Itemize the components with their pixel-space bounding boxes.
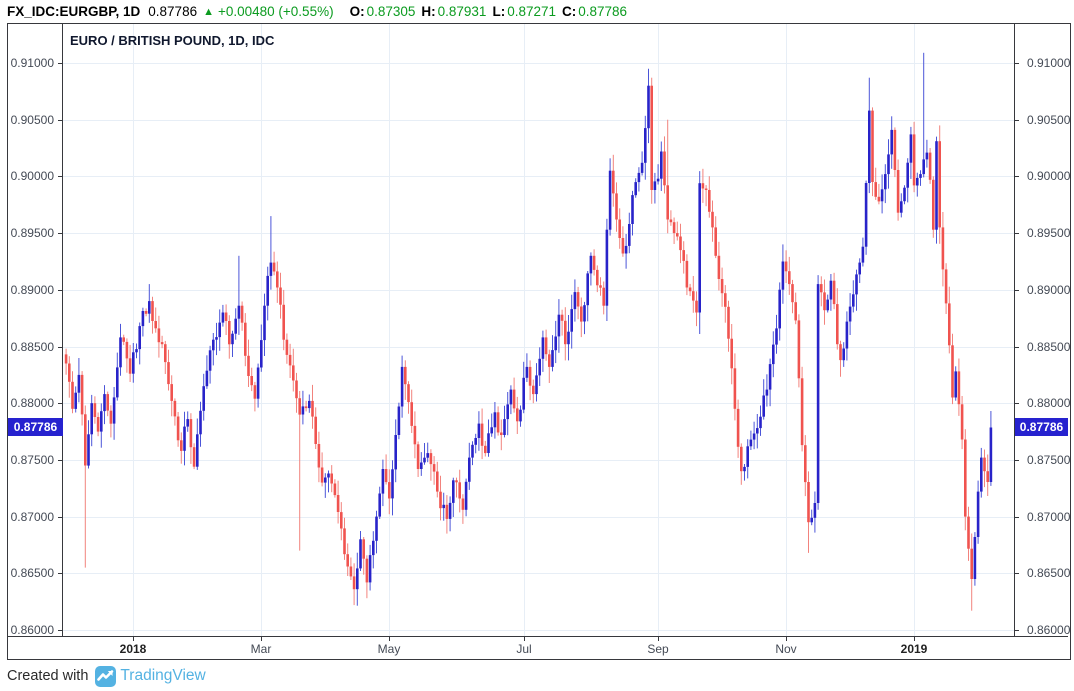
y-axis-label: 0.90500 <box>10 113 54 127</box>
chart-plot-area[interactable]: EURO / BRITISH POUND, 1D, IDC <box>63 24 1014 636</box>
price-axis-left[interactable]: 0.91000 0.90500 0.90000 0.89500 0.89000 0.885… <box>8 24 63 637</box>
last-price-badge: 0.87786 <box>1015 418 1068 436</box>
y-axis-label: 0.88500 <box>10 340 54 354</box>
y-axis-tick <box>1015 517 1019 518</box>
y-axis-tick <box>58 290 62 291</box>
y-axis-tick <box>58 403 62 404</box>
y-axis-label: 0.86000 <box>10 623 54 637</box>
price-axis-right[interactable]: 0.91000 0.90500 0.90000 0.89500 0.89000 0.885… <box>1015 24 1071 637</box>
y-axis-label: 0.86000 <box>1027 623 1071 637</box>
y-axis-label: 0.87500 <box>1027 453 1071 467</box>
y-axis-tick <box>1015 290 1019 291</box>
y-axis-tick <box>1015 63 1019 64</box>
y-axis-label: 0.90000 <box>1027 169 1071 183</box>
y-axis-tick <box>58 517 62 518</box>
low-label: L: <box>492 4 506 19</box>
close-value: 0.87786 <box>578 4 628 19</box>
x-axis-label: Mar <box>250 642 272 656</box>
close-label: C: <box>562 4 577 19</box>
last-price: 0.87786 <box>148 4 198 19</box>
y-axis-tick <box>58 120 62 121</box>
y-axis-label: 0.89000 <box>10 283 54 297</box>
y-axis-tick <box>1015 233 1019 234</box>
ohlc-info-bar: FX_IDC:EURGBP, 1D 0.87786 ▲ +0.00480 (+0… <box>7 2 627 21</box>
x-axis-label: 2019 <box>900 642 928 656</box>
high-label: H: <box>421 4 436 19</box>
y-axis-label: 0.90500 <box>1027 113 1071 127</box>
high-value: 0.87931 <box>437 4 487 19</box>
x-axis-tick <box>133 636 134 641</box>
tradingview-brand-link[interactable]: TradingView <box>120 667 206 684</box>
y-axis-tick <box>58 347 62 348</box>
candlestick-canvas[interactable] <box>63 24 1014 636</box>
y-axis-label: 0.87500 <box>10 453 54 467</box>
y-axis-tick <box>58 176 62 177</box>
y-axis-tick <box>1015 630 1019 631</box>
y-axis-tick <box>1015 176 1019 177</box>
y-axis-tick <box>1015 573 1019 574</box>
change-up-arrow-icon: ▲ <box>203 5 214 18</box>
x-axis-label: Sep <box>647 642 669 656</box>
chart-frame: 0.91000 0.90500 0.90000 0.89500 0.89000 0.885… <box>7 23 1071 660</box>
y-axis-tick <box>1015 347 1019 348</box>
y-axis-label: 0.91000 <box>10 56 54 70</box>
y-axis-label: 0.89000 <box>1027 283 1071 297</box>
open-label: O: <box>349 4 365 19</box>
y-axis-tick <box>1015 120 1019 121</box>
open-value: 0.87305 <box>366 4 416 19</box>
x-axis-tick <box>914 636 915 641</box>
chart-title: EURO / BRITISH POUND, 1D, IDC <box>70 33 275 48</box>
x-axis-label: Nov <box>775 642 797 656</box>
y-axis-tick <box>58 63 62 64</box>
symbol-text: FX_IDC:EURGBP, 1D <box>7 4 141 19</box>
created-with-text: Created with <box>7 668 89 684</box>
x-axis-tick <box>658 636 659 641</box>
axis-separator-right <box>1014 24 1015 636</box>
x-axis-tick <box>786 636 787 641</box>
y-axis-tick <box>1015 403 1019 404</box>
x-axis-label: 2018 <box>119 642 147 656</box>
y-axis-label: 0.91000 <box>1027 56 1071 70</box>
y-axis-tick <box>1015 460 1019 461</box>
y-axis-tick <box>58 460 62 461</box>
y-axis-label: 0.86500 <box>1027 566 1071 580</box>
x-axis-tick <box>389 636 390 641</box>
y-axis-label: 0.88500 <box>1027 340 1071 354</box>
x-axis-tick <box>261 636 262 641</box>
tradingview-logo-icon[interactable] <box>95 665 117 687</box>
y-axis-label: 0.89500 <box>1027 226 1071 240</box>
x-axis-tick <box>524 636 525 641</box>
axis-separator-left <box>62 24 63 636</box>
y-axis-tick <box>58 233 62 234</box>
change-text: +0.00480 (+0.55%) <box>217 4 334 19</box>
y-axis-label: 0.90000 <box>10 169 54 183</box>
y-axis-label: 0.88000 <box>1027 396 1071 410</box>
attribution-footer: Created with TradingView <box>7 664 206 688</box>
last-price-badge: 0.87786 <box>8 418 63 436</box>
y-axis-tick <box>58 573 62 574</box>
x-axis-label: Jul <box>516 642 532 656</box>
y-axis-label: 0.86500 <box>10 566 54 580</box>
x-axis-label: May <box>377 642 401 656</box>
axis-separator-bottom <box>8 636 1068 637</box>
low-value: 0.87271 <box>507 4 557 19</box>
y-axis-label: 0.89500 <box>10 226 54 240</box>
y-axis-label: 0.88000 <box>10 396 54 410</box>
y-axis-tick <box>58 630 62 631</box>
time-axis[interactable]: 2018 Mar May Jul Sep Nov 2019 <box>8 637 1068 659</box>
y-axis-label: 0.87000 <box>10 510 54 524</box>
y-axis-label: 0.87000 <box>1027 510 1071 524</box>
